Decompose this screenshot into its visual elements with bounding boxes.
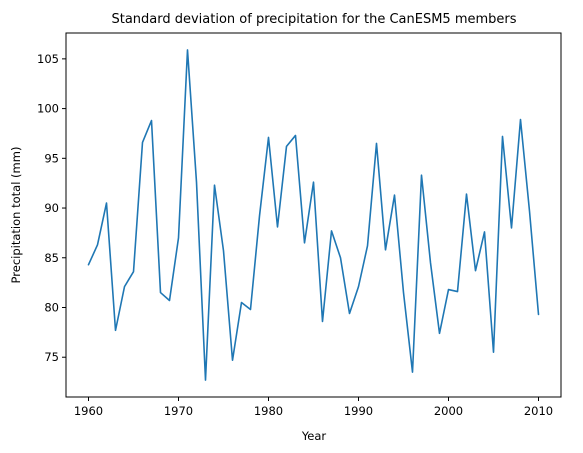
plot-area: 1960 1970 1980 1990 2000 2010 75 80 85 90 95 100 10… — [37, 32, 562, 418]
x-tick-label: 1980 — [254, 404, 283, 418]
y-tick-label: 95 — [44, 151, 59, 165]
x-tick-label: 1990 — [344, 404, 373, 418]
chart-title: Standard deviation of precipitation for … — [111, 12, 516, 27]
y-tick-label: 85 — [44, 251, 59, 265]
y-axis-label: Precipitation total (mm) — [9, 147, 23, 284]
y-tick-label: 80 — [44, 300, 59, 314]
series-line — [87, 49, 540, 381]
axes-frame — [65, 32, 562, 398]
x-tick-label: 2000 — [434, 404, 463, 418]
x-axis-label: Year — [301, 429, 327, 443]
y-tick-label: 100 — [37, 102, 59, 116]
y-tick-label: 75 — [44, 350, 59, 364]
x-tick-label: 1960 — [74, 404, 103, 418]
x-tick-label: 1970 — [164, 404, 193, 418]
y-axis: 75 80 85 90 95 100 105 — [37, 52, 66, 364]
x-tick-label: 2010 — [524, 404, 553, 418]
x-axis: 1960 1970 1980 1990 2000 2010 — [74, 397, 553, 418]
y-tick-label: 90 — [44, 201, 59, 215]
y-tick-label: 105 — [37, 52, 59, 66]
